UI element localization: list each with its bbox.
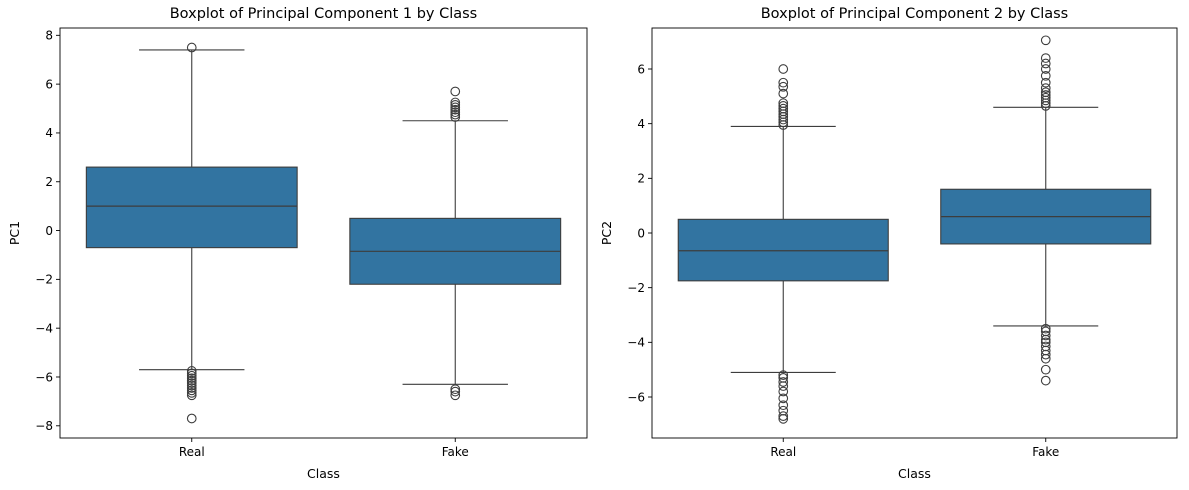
x-tick-label: Fake [1032,445,1059,459]
outlier-point [186,368,197,379]
outlier-point [778,77,789,88]
y-axis-label: PC2 [599,221,614,245]
y-tick-label: −2 [35,273,53,287]
outlier-point [186,378,197,388]
outlier-point [1040,58,1051,69]
chart-title: Boxplot of Principal Component 1 by Clas… [170,6,478,22]
outlier-point [1040,83,1051,93]
y-tick-label: 0 [45,224,53,238]
outlier-point [186,373,197,384]
x-tick-label: Fake [442,445,469,459]
outlier-point [450,112,461,122]
outlier-point [1040,364,1051,375]
outlier-point [778,64,789,74]
outlier-point [1040,35,1051,46]
outlier-point [1040,64,1051,74]
outlier-point [450,97,461,108]
plot-frame [59,27,588,439]
plot-frame [651,27,1178,439]
chart-pc1: Boxplot of Principal Component 1 by Clas… [7,6,588,481]
box-fake [940,35,1152,386]
outlier-point [1040,95,1051,106]
outlier-point [778,120,789,130]
outlier-point [186,413,197,424]
outlier-point [450,107,461,118]
outlier-point [1040,353,1051,364]
outlier-point [1040,323,1051,334]
y-tick-label: 2 [637,172,645,186]
outlier-point [778,400,789,411]
outlier-point [778,117,789,128]
outlier-point [778,386,789,397]
x-tick-label: Real [770,445,796,459]
x-axis-label: Class [898,466,931,481]
outlier-point [778,393,789,404]
y-axis-label: PC1 [7,221,22,245]
y-tick-label: 6 [45,77,53,91]
outlier-point [1040,330,1051,341]
y-tick-label: −4 [627,336,645,350]
y-tick-label: −8 [35,419,53,433]
outlier-point [186,370,197,381]
y-tick-label: 2 [45,175,53,189]
box-real [677,64,889,424]
box-real [85,42,298,424]
outlier-point [186,383,197,393]
outlier-point [1040,349,1051,360]
y-tick-label: 6 [637,62,645,76]
outlier-point [450,390,461,401]
box-body [677,218,889,282]
outlier-point [778,370,789,380]
y-tick-label: −2 [627,281,645,295]
outlier-point [186,380,197,391]
outlier-point [186,375,197,386]
y-tick-label: −6 [35,370,53,384]
y-tick-label: 0 [637,226,645,240]
outlier-point [1040,334,1051,345]
chart-pc2: Boxplot of Principal Component 2 by Clas… [599,6,1178,481]
outlier-point [778,381,789,391]
x-axis-label: Class [307,466,340,481]
chart-title: Boxplot of Principal Component 2 by Clas… [761,6,1069,22]
outlier-point [778,411,789,421]
outlier-point [450,100,461,110]
outlier-point [1040,98,1051,109]
y-tick-label: 8 [45,29,53,43]
outlier-point [186,42,197,53]
y-tick-label: −4 [35,321,53,335]
outlier-point [778,414,789,424]
outlier-point [778,114,789,125]
x-tick-label: Real [179,445,205,459]
outlier-point [778,81,789,92]
outlier-point [186,385,197,396]
outlier-point [778,377,789,387]
outlier-point [450,86,461,97]
outlier-point [450,386,461,397]
y-tick-label: 4 [637,117,645,131]
outlier-point [186,366,197,376]
outlier-point [778,88,789,99]
outlier-point [186,388,197,398]
outlier-point [1040,101,1051,111]
outlier-point [1040,77,1051,88]
outlier-point [1040,53,1051,63]
outlier-point [450,109,461,120]
outlier-point [186,390,197,401]
outlier-point [450,102,461,113]
outlier-point [1040,375,1051,386]
y-tick-label: −6 [627,390,645,404]
outlier-point [450,104,461,115]
outlier-point [450,384,461,395]
y-tick-label: 4 [45,126,53,140]
box-fake [349,86,562,401]
box-body [85,166,298,249]
outlier-point [1040,70,1051,81]
